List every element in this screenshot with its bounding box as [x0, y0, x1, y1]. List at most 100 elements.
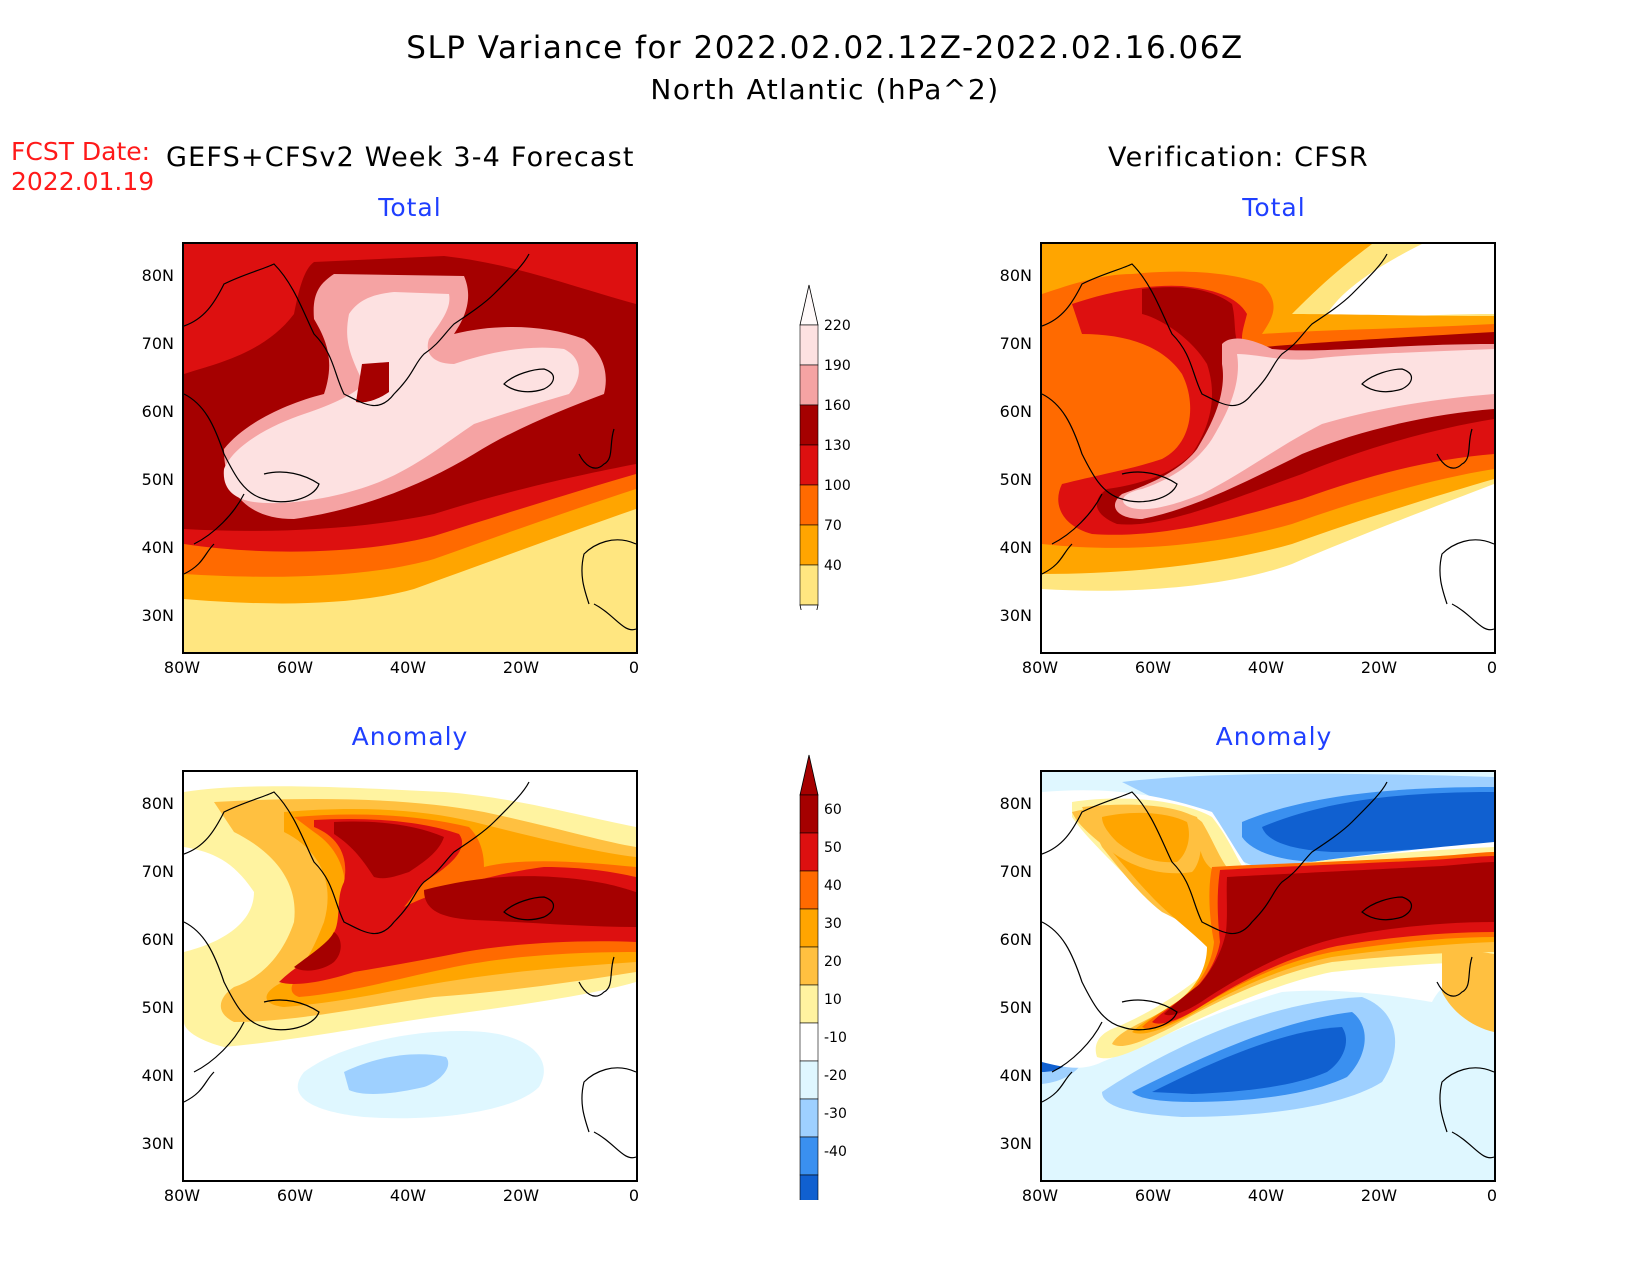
lat-label-br-1: 70N	[999, 862, 1032, 881]
fcst-date-label: FCST Date:	[11, 137, 151, 166]
contour-30-north	[1102, 812, 1189, 863]
contour-neg40-south	[1152, 1027, 1347, 1094]
lat-label-bl-1: 70N	[141, 862, 174, 881]
lon-label-tl-2: 40W	[389, 658, 427, 677]
cb-total-swatch-6	[799, 564, 819, 606]
cb-anom-swatch-5	[799, 984, 819, 1024]
cb-total-swatch-5	[799, 524, 819, 566]
lon-label-bl-3: 20W	[502, 1186, 540, 1205]
cb-anom-swatch-9	[799, 1136, 819, 1176]
map-verification-anomaly	[1040, 770, 1496, 1182]
map-forecast-anomaly	[182, 770, 638, 1182]
cb-anom-label-5: 10	[824, 992, 842, 1008]
coastline	[1042, 253, 1494, 631]
lon-label-tr-2: 40W	[1247, 658, 1285, 677]
lat-label-bl-0: 80N	[141, 794, 174, 813]
contour-neg20	[344, 1054, 449, 1094]
colorbar-total: 220 190 160 130 100 70 40	[799, 284, 851, 610]
panel-title-forecast-anomaly: Anomaly	[351, 722, 469, 751]
cb-total-label-5: 70	[824, 518, 842, 534]
cb-anom-swatch-10	[799, 1174, 819, 1200]
cb-anom-label-6: -10	[824, 1030, 847, 1046]
lat-label-tl-5: 30N	[141, 606, 174, 625]
cb-anom-label-9: -40	[824, 1144, 847, 1160]
cb-anom-label-1: 50	[824, 840, 842, 856]
cb-total-swatch-0	[799, 324, 819, 366]
cb-anom-label-4: 20	[824, 954, 842, 970]
cb-anom-label-3: 30	[824, 916, 842, 932]
contour-60	[294, 821, 636, 971]
lon-label-tl-0: 80W	[163, 658, 201, 677]
lon-label-bl-0: 80W	[163, 1186, 201, 1205]
lon-label-tl-4: 0	[628, 658, 640, 677]
cb-anom-label-2: 40	[824, 878, 842, 894]
cb-anom-label-7: -20	[824, 1068, 847, 1084]
cb-total-label-2: 160	[824, 398, 851, 414]
panel-title-verification-total: Total	[1242, 193, 1306, 222]
cb-total-top-arrow	[799, 284, 819, 326]
lat-label-br-5: 30N	[999, 1134, 1032, 1153]
cb-anom-swatch-4	[799, 946, 819, 986]
lat-label-bl-4: 40N	[141, 1066, 174, 1085]
lat-label-tr-5: 30N	[999, 606, 1032, 625]
lon-label-tl-1: 60W	[276, 658, 314, 677]
lat-label-tr-1: 70N	[999, 334, 1032, 353]
lat-label-tl-1: 70N	[141, 334, 174, 353]
coastline	[184, 781, 636, 1159]
cb-anom-swatch-1	[799, 832, 819, 872]
lon-label-bl-4: 0	[628, 1186, 640, 1205]
contour-190-inset	[356, 362, 389, 403]
lat-label-tl-2: 60N	[141, 402, 174, 421]
lat-label-tl-4: 40N	[141, 538, 174, 557]
lat-label-tr-2: 60N	[999, 402, 1032, 421]
coastline	[1042, 781, 1494, 1159]
lon-label-tr-4: 0	[1486, 658, 1498, 677]
lat-label-br-0: 80N	[999, 794, 1032, 813]
panel-title-verification-anomaly: Anomaly	[1215, 722, 1333, 751]
panel-title-forecast-total: Total	[378, 193, 442, 222]
cb-anom-swatch-0	[799, 794, 819, 834]
cb-anom-swatch-7	[799, 1060, 819, 1100]
lat-label-br-3: 50N	[999, 998, 1032, 1017]
cb-anom-swatch-8	[799, 1098, 819, 1138]
verification-heading: Verification: CFSR	[1108, 142, 1369, 173]
lat-label-bl-2: 60N	[141, 930, 174, 949]
lon-label-tl-3: 20W	[502, 658, 540, 677]
lat-label-br-2: 60N	[999, 930, 1032, 949]
contour-20-east	[1442, 949, 1494, 1032]
lon-label-br-1: 60W	[1134, 1186, 1172, 1205]
cb-total-swatch-1	[799, 364, 819, 406]
lat-label-tr-3: 50N	[999, 470, 1032, 489]
cb-total-label-4: 100	[824, 478, 851, 494]
map-verification-total	[1040, 242, 1496, 654]
cb-total-label-3: 130	[824, 438, 851, 454]
cb-total-label-1: 190	[824, 358, 851, 374]
lon-label-bl-1: 60W	[276, 1186, 314, 1205]
cb-anom-label-0: 60	[824, 802, 842, 818]
cb-total-bottom-arrow	[799, 604, 819, 610]
chart-subtitle: North Atlantic (hPa^2)	[650, 73, 1000, 106]
contour-60	[1164, 862, 1494, 1016]
cb-anom-top-arrow	[799, 754, 819, 796]
lon-label-br-4: 0	[1486, 1186, 1498, 1205]
colorbar-anomaly: 60 50 40 30 20 10 -10 -20 -30 -40	[799, 754, 847, 1200]
lon-label-br-0: 80W	[1021, 1186, 1059, 1205]
lon-label-br-2: 40W	[1247, 1186, 1285, 1205]
cb-total-label-0: 220	[824, 318, 851, 334]
cb-total-label-6: 40	[824, 558, 842, 574]
lat-label-bl-3: 50N	[141, 998, 174, 1017]
lon-label-br-3: 20W	[1360, 1186, 1398, 1205]
lat-label-bl-5: 30N	[141, 1134, 174, 1153]
lat-label-tl-0: 80N	[141, 266, 174, 285]
forecast-heading: GEFS+CFSv2 Week 3-4 Forecast	[166, 142, 635, 173]
lon-label-tr-1: 60W	[1134, 658, 1172, 677]
cb-anom-swatch-2	[799, 870, 819, 910]
lat-label-br-4: 40N	[999, 1066, 1032, 1085]
contour-neg40-north	[1262, 792, 1494, 852]
lon-label-bl-2: 40W	[389, 1186, 427, 1205]
coastline	[184, 253, 636, 631]
chart-title: SLP Variance for 2022.02.02.12Z-2022.02.…	[406, 30, 1244, 66]
lat-label-tr-0: 80N	[999, 266, 1032, 285]
cb-total-swatch-4	[799, 484, 819, 526]
cb-anom-swatch-3	[799, 908, 819, 948]
